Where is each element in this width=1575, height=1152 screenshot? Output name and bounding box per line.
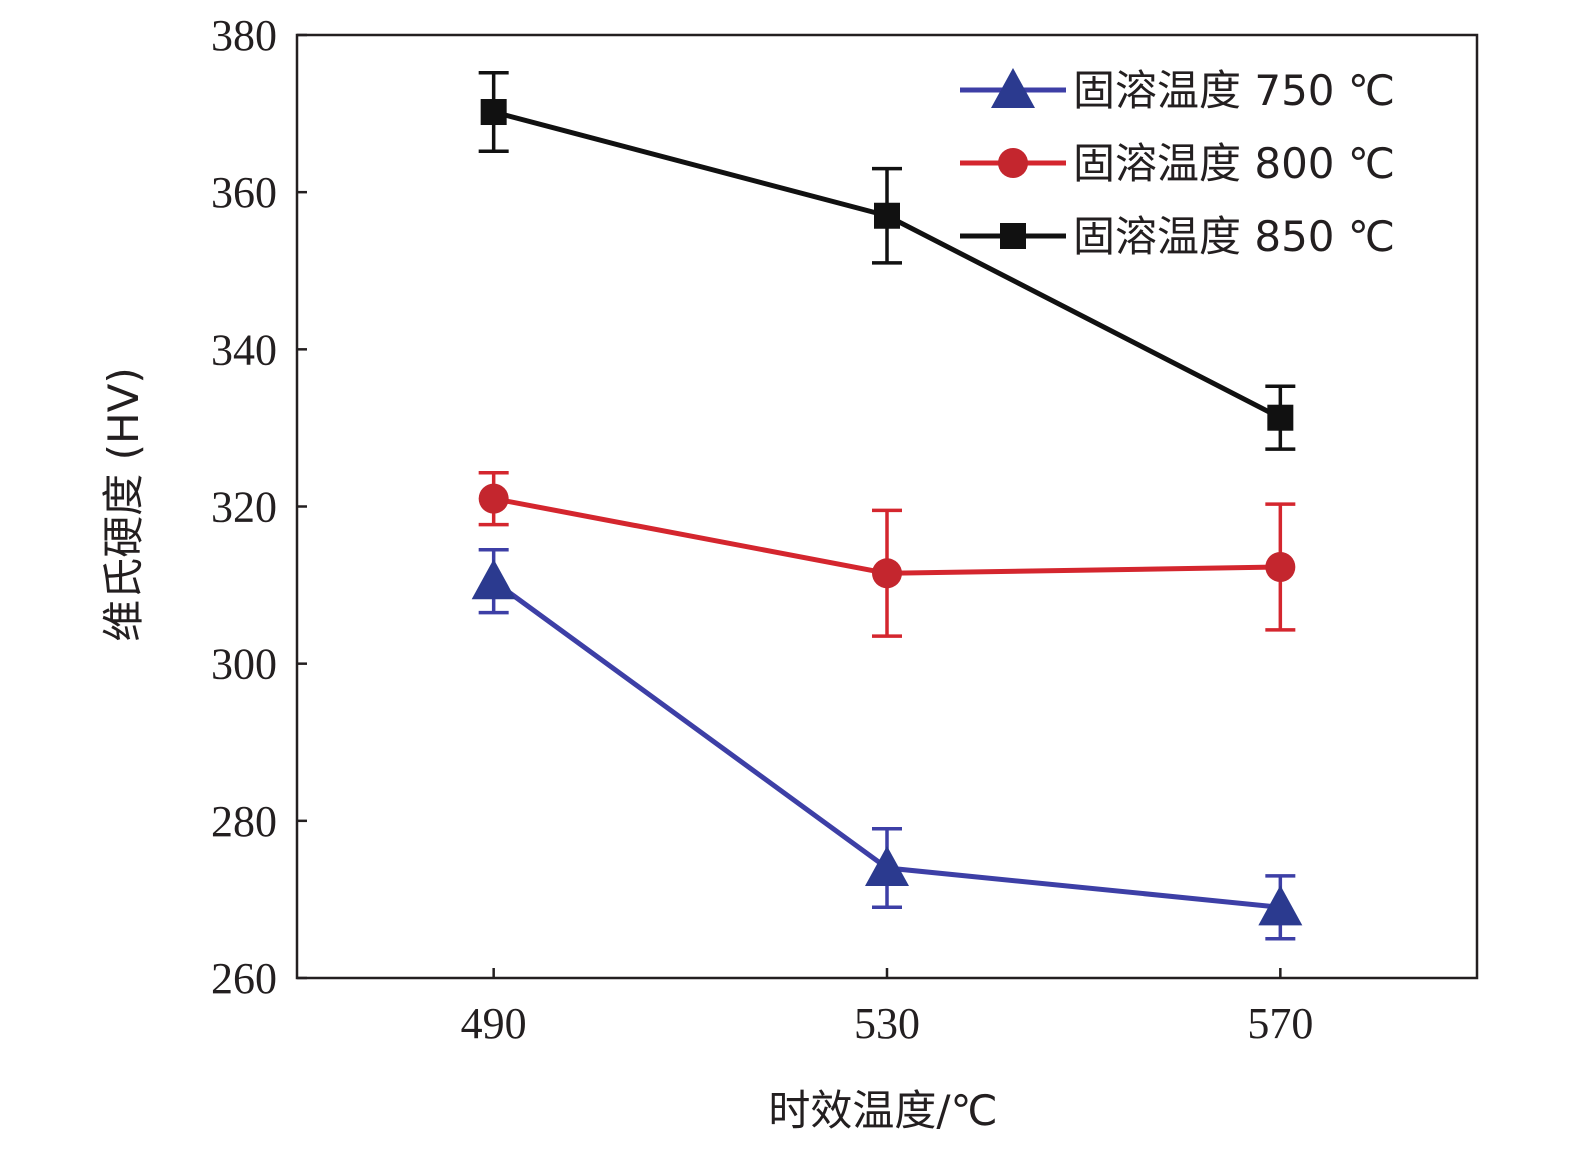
series-triangle — [471, 547, 1303, 941]
legend-item: 固溶温度 800 ℃ — [960, 139, 1395, 188]
y-tick-label: 380 — [211, 11, 277, 60]
x-tick-label: 530 — [854, 999, 920, 1048]
series-square — [478, 70, 1296, 451]
data-point-square — [1267, 404, 1294, 431]
series-layer — [471, 70, 1303, 941]
legend-marker-square — [1000, 223, 1026, 249]
series-circle — [478, 470, 1296, 638]
tick-layer: 260 280 300 320 340 360 380 490 530 570 — [211, 11, 1313, 1048]
x-axis-title: 时效温度/℃ — [768, 1086, 997, 1135]
legend-item: 固溶温度 750 ℃ — [960, 66, 1395, 115]
y-tick-label: 280 — [211, 797, 277, 846]
y-tick-label: 300 — [211, 640, 277, 689]
legend: 固溶温度 750 ℃ 固溶温度 800 ℃ 固溶温度 850 ℃ — [960, 66, 1395, 261]
legend-label: 固溶温度 800 ℃ — [1073, 139, 1395, 188]
data-point-square — [874, 202, 900, 229]
data-point-square — [480, 99, 507, 126]
data-point-triangle — [1258, 885, 1303, 926]
data-point-triangle — [865, 845, 909, 887]
y-tick-label: 360 — [211, 168, 277, 217]
x-tick-label: 570 — [1247, 999, 1313, 1048]
y-tick-label: 320 — [211, 483, 277, 532]
data-point-circle — [1265, 552, 1296, 583]
x-tick-label: 490 — [461, 999, 527, 1048]
y-axis-title: 维氏硬度 (HV) — [99, 367, 148, 641]
data-point-triangle — [471, 559, 516, 600]
y-tick-label: 340 — [211, 325, 277, 374]
y-tick-label: 260 — [211, 954, 277, 1003]
legend-item: 固溶温度 850 ℃ — [960, 212, 1395, 261]
legend-label: 固溶温度 850 ℃ — [1073, 212, 1395, 261]
data-point-circle — [872, 558, 902, 589]
data-point-circle — [478, 483, 509, 514]
legend-marker-triangle — [991, 68, 1035, 109]
legend-marker-circle — [998, 148, 1028, 178]
legend-label: 固溶温度 750 ℃ — [1073, 66, 1395, 115]
